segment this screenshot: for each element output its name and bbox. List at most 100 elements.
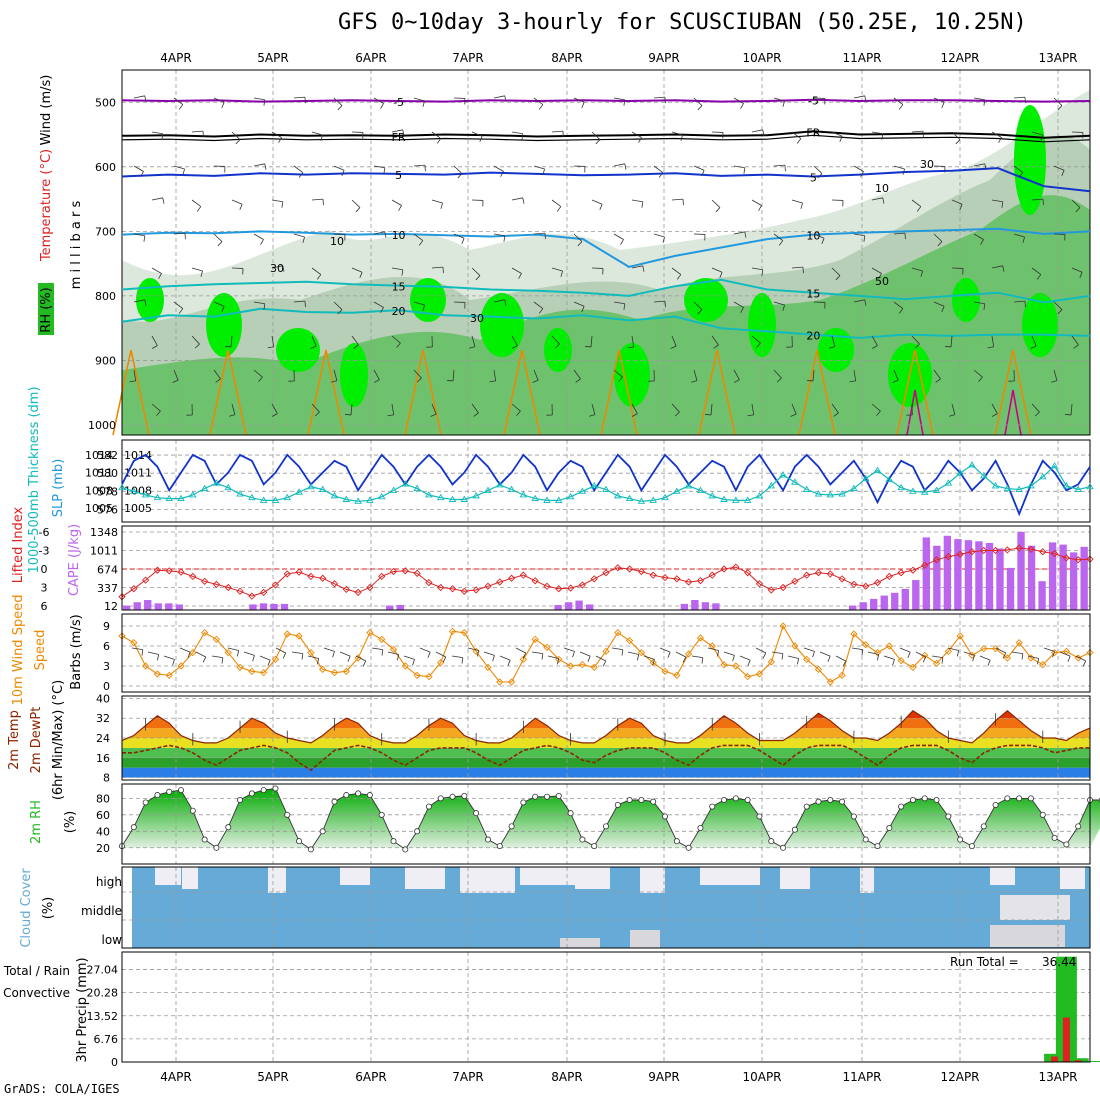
wind10m-barb-flag	[282, 652, 287, 659]
thickness-marker-7	[200, 484, 209, 492]
lifted-index-marker-32	[496, 578, 504, 586]
lifted-index-marker-45	[649, 571, 657, 579]
upper-wind-barb	[613, 233, 624, 240]
upper-ytick-2: 700	[95, 225, 116, 238]
upper-ylabel-temp: Temperature (°C)	[39, 149, 54, 262]
li-ytick-4: 6	[41, 600, 48, 613]
upper-wind-barb	[733, 369, 740, 380]
lifted-index-marker-48	[684, 578, 693, 586]
upper-wind-barb	[1013, 300, 1025, 303]
precip-total-bar	[1055, 956, 1077, 1062]
rh-marker-7	[201, 836, 208, 843]
cloud-frame	[121, 866, 1091, 949]
wind-speed-marker-38	[566, 662, 575, 670]
upper-wind-barb-flag	[998, 137, 1002, 143]
magenta-isotherm-8	[906, 389, 924, 436]
rh-marker-39	[579, 836, 586, 843]
lifted-index-marker-79	[1050, 549, 1059, 558]
orange-isotherm-3	[404, 349, 442, 436]
wind10m-barb	[563, 647, 575, 652]
cloud-level-2: low	[102, 933, 123, 947]
isotherm-3	[121, 227, 1091, 268]
wind10m-barb	[147, 651, 159, 655]
lifted-index-marker-58	[803, 571, 811, 579]
upper-wind-barb-flag	[398, 205, 402, 211]
upper-wind-barb-flag	[396, 342, 401, 348]
wind-speed-marker-41	[602, 647, 610, 655]
upper-wind-barb-flag	[641, 201, 644, 208]
precip-ylabel: 3hr Precip (mm)	[75, 957, 90, 1062]
upper-wind-barb-flag	[1065, 414, 1072, 416]
upper-wind-barb	[733, 301, 744, 308]
upper-wind-barb-flag	[314, 411, 320, 417]
wind-ylabel-1: 10m Wind Speed	[11, 595, 26, 706]
upper-wind-barb-flag	[581, 102, 585, 108]
upper-wind-barb	[191, 267, 203, 272]
wind10m-barb-flag	[922, 656, 927, 663]
upper-ytick-5: 1000	[88, 419, 116, 432]
upper-wind-barb	[293, 300, 305, 303]
rh-marker-1	[130, 824, 137, 831]
cape-bar	[123, 605, 131, 610]
wind10m-barb-flag	[1036, 658, 1040, 665]
rh-contour-label-5: 30	[920, 158, 934, 171]
low-cloud-patch-2	[560, 938, 600, 948]
rh-marker-37	[555, 792, 562, 799]
upper-wind-barb	[293, 165, 304, 173]
thickness-marker-39	[578, 487, 587, 494]
upper-wind-barb	[493, 369, 497, 381]
wind-speed-marker-65	[885, 642, 893, 650]
wind-ytick-3: 9	[103, 620, 110, 633]
upper-wind-barb	[511, 131, 523, 135]
upper-wind-barb-flag	[916, 206, 922, 212]
upper-wind-barb	[751, 403, 755, 415]
upper-wind-barb	[213, 301, 225, 307]
upper-wind-barb	[293, 233, 305, 238]
upper-wind-barb-flag	[991, 413, 998, 417]
upper-ytick-1: 600	[95, 161, 116, 174]
upper-wind-barb	[333, 369, 338, 381]
upper-wind-barb-flag	[500, 171, 504, 177]
cloud-gap-6	[520, 867, 580, 885]
thickness-marker-55	[767, 482, 776, 489]
cape-bar	[849, 605, 857, 610]
upper-wind-barb	[311, 403, 320, 413]
upper-wind-barb-flag	[1030, 345, 1037, 349]
upper-wind-barb-flag	[821, 238, 825, 244]
rh-shading	[122, 90, 1090, 436]
wind-speed-line	[121, 624, 1091, 683]
rh-marker-14	[284, 811, 291, 818]
upper-wind-barb	[853, 165, 864, 172]
upper-wind-barb	[151, 197, 163, 201]
upper-wind-barb-flag	[182, 168, 185, 175]
upper-wind-barb-flag	[595, 139, 601, 145]
lifted-index-marker-61	[838, 575, 846, 583]
lifted-index-marker-34	[519, 571, 528, 579]
rh-marker-81	[1075, 823, 1082, 830]
upper-wind-barb-flag	[920, 270, 923, 277]
wind10m-barb-flag	[796, 658, 800, 665]
upper-wind-barb-flag	[387, 414, 394, 417]
wind10m-barb	[227, 647, 239, 651]
wind10m-barb	[979, 655, 991, 661]
wind10m-barb-flag	[362, 660, 367, 667]
lifted-index-marker-16	[307, 572, 315, 581]
cape-bar	[259, 603, 268, 610]
cloud-fill	[132, 867, 1090, 948]
thickness-marker-33	[507, 485, 516, 492]
upper-wind-barb	[1031, 403, 1040, 413]
run-total-label: Run Total =	[950, 955, 1019, 969]
wind-speed-marker-29	[460, 629, 468, 637]
thickness-marker-56	[779, 471, 787, 478]
rh-contour-label-3: 10	[330, 235, 344, 248]
li-ytick-0: -6	[39, 526, 50, 539]
wind-speed-marker-8	[212, 635, 221, 643]
wind10m-barb	[371, 647, 383, 651]
cape-bar	[954, 539, 962, 610]
lifted-index-marker-40	[590, 575, 598, 583]
cape-bar	[985, 542, 994, 610]
thickness-marker-50	[708, 491, 717, 499]
cape-bar	[1027, 545, 1036, 610]
rh-marker-61	[839, 798, 846, 805]
orange-isotherm-8	[896, 349, 934, 436]
